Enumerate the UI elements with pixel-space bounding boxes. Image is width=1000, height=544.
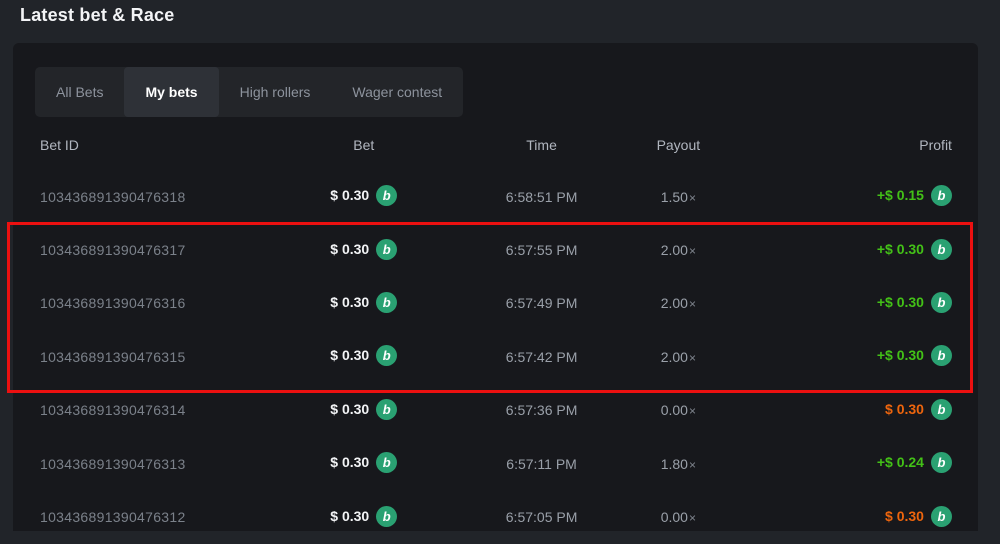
profit-cell: +$ 0.15 b bbox=[724, 185, 952, 207]
payout-value: 0.00 bbox=[660, 402, 688, 419]
profit-amount: $ 0.30 bbox=[885, 400, 924, 417]
time-cell: 6:57:42 PM bbox=[505, 348, 578, 365]
profit-amount: +$ 0.30 bbox=[876, 294, 924, 311]
bet-amount: $ 0.30 bbox=[330, 507, 370, 524]
bcd-coin-icon: b bbox=[376, 238, 398, 260]
multiplier-symbol: × bbox=[688, 350, 696, 365]
tab-wager-contest[interactable]: Wager contest bbox=[331, 67, 463, 117]
table-row[interactable]: 103436891390476313 $ 0.30 b 6:57:11 PM 1.… bbox=[40, 437, 952, 490]
payout-cell: 0.00× bbox=[633, 402, 724, 418]
profit-amount: +$ 0.30 bbox=[876, 240, 924, 257]
payout-cell: 0.00× bbox=[633, 509, 724, 525]
multiplier-symbol: × bbox=[688, 511, 696, 526]
multiplier-symbol: × bbox=[688, 190, 696, 205]
payout-value: 1.80 bbox=[660, 455, 688, 472]
bcd-coin-icon: b bbox=[930, 238, 952, 260]
column-header-profit: Profit bbox=[919, 137, 952, 153]
bcd-coin-icon: b bbox=[930, 505, 952, 527]
table-row[interactable]: 103436891390476318 $ 0.30 b 6:58:51 PM 1.… bbox=[40, 170, 952, 223]
tab-bar: All Bets My bets High rollers Wager contest bbox=[35, 67, 464, 117]
multiplier-symbol: × bbox=[688, 457, 696, 472]
payout-cell: 1.50× bbox=[633, 189, 724, 205]
payout-cell: 1.80× bbox=[633, 456, 724, 472]
multiplier-symbol: × bbox=[688, 244, 696, 259]
table-row[interactable]: 103436891390476316 $ 0.30 b 6:57:49 PM 2.… bbox=[40, 277, 952, 330]
time-cell: 6:57:11 PM bbox=[506, 455, 577, 472]
payout-cell: 2.00× bbox=[633, 295, 724, 311]
bet-cell: $ 0.30 b bbox=[277, 452, 450, 474]
profit-amount: +$ 0.24 bbox=[876, 454, 924, 471]
bcd-coin-icon: b bbox=[376, 398, 398, 420]
bet-amount: $ 0.30 bbox=[330, 400, 370, 417]
bcd-coin-icon: b bbox=[376, 452, 398, 474]
profit-amount: +$ 0.30 bbox=[876, 347, 924, 364]
bet-id-cell: 103436891390476318 bbox=[40, 188, 186, 205]
payout-value: 1.50 bbox=[660, 188, 688, 205]
bet-id-cell: 103436891390476315 bbox=[40, 348, 186, 365]
bet-amount: $ 0.30 bbox=[330, 294, 370, 311]
table-row[interactable]: 103436891390476317 $ 0.30 b 6:57:55 PM 2.… bbox=[40, 223, 952, 276]
bet-amount: $ 0.30 bbox=[330, 347, 370, 364]
time-cell: 6:58:51 PM bbox=[505, 188, 578, 205]
bcd-coin-icon: b bbox=[376, 185, 398, 207]
bcd-coin-icon: b bbox=[930, 185, 952, 207]
bet-id-cell: 103436891390476316 bbox=[40, 295, 186, 312]
profit-amount: +$ 0.15 bbox=[876, 187, 924, 204]
table-body: 103436891390476318 $ 0.30 b 6:58:51 PM 1.… bbox=[40, 170, 952, 544]
profit-cell: $ 0.30 b bbox=[724, 398, 952, 420]
bet-cell: $ 0.30 b bbox=[277, 505, 450, 527]
profit-cell: +$ 0.30 b bbox=[724, 345, 952, 367]
bet-id-cell: 103436891390476314 bbox=[40, 402, 186, 419]
table-row[interactable]: 103436891390476314 $ 0.30 b 6:57:36 PM 0.… bbox=[40, 384, 952, 437]
bcd-coin-icon: b bbox=[930, 345, 952, 367]
payout-cell: 2.00× bbox=[633, 242, 724, 258]
bcd-coin-icon: b bbox=[930, 452, 952, 474]
bet-cell: $ 0.30 b bbox=[277, 345, 450, 367]
table-header-row: Bet ID Bet Time Payout Profit bbox=[40, 131, 952, 159]
bet-cell: $ 0.30 b bbox=[277, 185, 450, 207]
time-cell: 6:57:36 PM bbox=[505, 402, 578, 419]
column-header-time: Time bbox=[526, 137, 557, 153]
multiplier-symbol: × bbox=[688, 404, 696, 419]
bet-id-cell: 103436891390476317 bbox=[40, 242, 186, 259]
payout-value: 2.00 bbox=[660, 348, 688, 365]
multiplier-symbol: × bbox=[688, 297, 696, 312]
profit-cell: +$ 0.24 b bbox=[724, 452, 952, 474]
latest-bet-panel: All Bets My bets High rollers Wager contest… bbox=[13, 43, 978, 531]
bet-id-cell: 103436891390476312 bbox=[40, 509, 186, 526]
profit-cell: $ 0.30 b bbox=[724, 505, 952, 527]
payout-value: 2.00 bbox=[660, 242, 688, 259]
payout-value: 0.00 bbox=[660, 509, 688, 526]
table-row[interactable]: 103436891390476315 $ 0.30 b 6:57:42 PM 2.… bbox=[40, 330, 952, 383]
tab-high-rollers[interactable]: High rollers bbox=[219, 67, 332, 117]
payout-cell: 2.00× bbox=[633, 349, 724, 365]
profit-amount: $ 0.30 bbox=[885, 507, 924, 524]
bcd-coin-icon: b bbox=[376, 505, 398, 527]
profit-cell: +$ 0.30 b bbox=[724, 291, 952, 313]
tab-all-bets[interactable]: All Bets bbox=[35, 67, 124, 117]
bcd-coin-icon: b bbox=[376, 345, 398, 367]
payout-value: 2.00 bbox=[660, 295, 688, 312]
bet-amount: $ 0.30 bbox=[330, 240, 370, 257]
bcd-coin-icon: b bbox=[376, 291, 398, 313]
time-cell: 6:57:55 PM bbox=[505, 242, 578, 259]
bet-cell: $ 0.30 b bbox=[277, 291, 450, 313]
column-header-payout: Payout bbox=[656, 137, 701, 153]
table-row[interactable]: 103436891390476312 $ 0.30 b 6:57:05 PM 0.… bbox=[40, 490, 952, 543]
profit-cell: +$ 0.30 b bbox=[724, 238, 952, 260]
bcd-coin-icon: b bbox=[930, 291, 952, 313]
time-cell: 6:57:05 PM bbox=[505, 509, 578, 526]
column-header-bet-id: Bet ID bbox=[40, 137, 79, 153]
bets-table: Bet ID Bet Time Payout Profit 1034368913… bbox=[40, 131, 952, 544]
bcd-coin-icon: b bbox=[930, 398, 952, 420]
column-header-bet: Bet bbox=[353, 137, 375, 153]
bet-cell: $ 0.30 b bbox=[277, 238, 450, 260]
bet-amount: $ 0.30 bbox=[330, 187, 370, 204]
bet-amount: $ 0.30 bbox=[330, 454, 370, 471]
page-title: Latest bet & Race bbox=[20, 5, 175, 25]
bet-cell: $ 0.30 b bbox=[277, 398, 450, 420]
bet-id-cell: 103436891390476313 bbox=[40, 455, 186, 472]
time-cell: 6:57:49 PM bbox=[505, 295, 578, 312]
tab-my-bets[interactable]: My bets bbox=[124, 67, 219, 117]
